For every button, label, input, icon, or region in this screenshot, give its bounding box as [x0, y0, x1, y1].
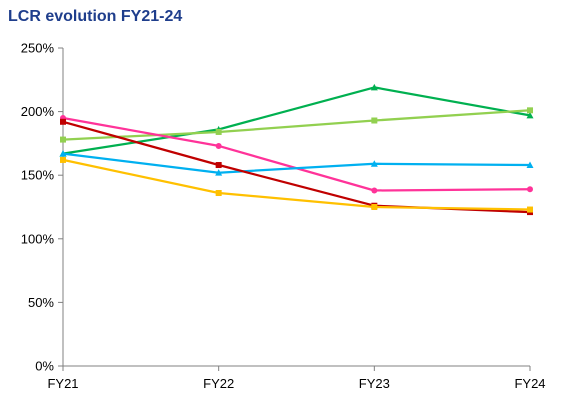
y-tick-label: 50% — [28, 295, 54, 310]
data-point — [60, 118, 66, 125]
series-2 — [60, 107, 533, 143]
data-point — [527, 186, 533, 193]
series-4 — [59, 150, 534, 176]
data-point — [371, 187, 378, 194]
chart-axes — [58, 47, 531, 371]
y-tick-label: 250% — [21, 41, 55, 56]
data-point — [370, 83, 378, 91]
y-tick-label: 200% — [21, 104, 55, 119]
data-point — [215, 162, 222, 169]
x-tick-label: FY21 — [47, 376, 78, 391]
y-tick-label: 150% — [21, 168, 55, 183]
y-tick-label: 0% — [35, 359, 54, 374]
data-point — [526, 111, 534, 119]
data-point — [215, 142, 222, 149]
y-tick-label: 100% — [21, 231, 55, 246]
series-line — [62, 116, 531, 192]
series-line — [62, 158, 531, 211]
data-point — [60, 136, 66, 143]
x-tick-label: FY22 — [203, 376, 234, 391]
data-point — [215, 190, 222, 197]
x-tick-label: FY24 — [514, 376, 545, 391]
series-6 — [60, 156, 533, 213]
series-line — [62, 86, 531, 155]
data-point — [371, 117, 378, 124]
data-point — [527, 206, 533, 213]
data-point — [215, 169, 223, 176]
data-point — [370, 160, 378, 167]
chart-title: LCR evolution FY21-24 — [8, 8, 183, 25]
data-point — [526, 161, 534, 169]
series-line — [62, 109, 531, 141]
x-tick-label: FY23 — [359, 376, 390, 391]
series-1 — [59, 83, 534, 157]
data-point — [215, 128, 222, 135]
data-point — [527, 107, 533, 114]
data-point — [371, 204, 378, 210]
data-point — [60, 156, 66, 163]
series-line — [62, 152, 531, 174]
data-point — [59, 150, 67, 157]
series-layer — [59, 83, 534, 216]
tick-labels: 0% 50% 100% 150% 200% 250% FY21 FY22 FY23 FY24 — [21, 41, 546, 392]
